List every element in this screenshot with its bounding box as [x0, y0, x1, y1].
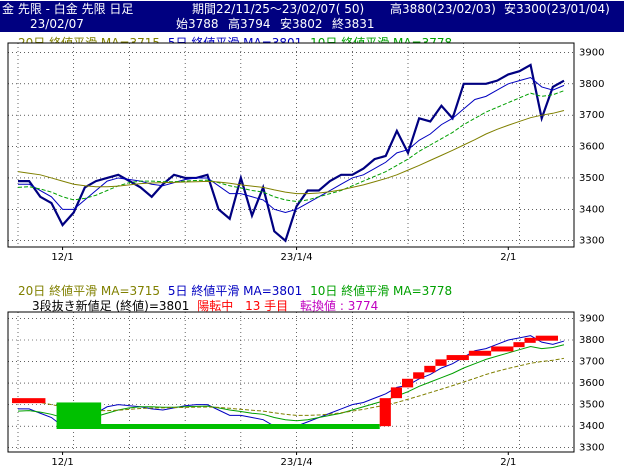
y-tick-label-0-3500: 3500 — [579, 173, 604, 184]
brick-10 — [468, 350, 492, 356]
x-tick-label-1-2: 2/1 — [500, 457, 516, 468]
brick-4 — [390, 387, 402, 399]
y-tick-label-1-3500: 3500 — [579, 400, 604, 411]
low-price: 安3802 — [280, 17, 323, 31]
y-tick-label-0-3400: 3400 — [579, 204, 604, 215]
brick-1 — [56, 402, 102, 424]
chart-header-price-row: 23/02/07 始3788 高3794 安3802 終3831 — [0, 16, 624, 32]
y-tick-label-1-3600: 3600 — [579, 378, 604, 389]
brick-9 — [446, 355, 469, 361]
y-tick-label-1-3300: 3300 — [579, 443, 604, 454]
y-tick-label-0-3600: 3600 — [579, 142, 604, 153]
x-tick-label-1-0: 12/1 — [51, 457, 73, 468]
chart-header-title-row: 金 先限 - 白金 先限 日足 期間22/11/25～23/02/07( 50)… — [0, 1, 624, 17]
close-price: 終3831 — [332, 17, 375, 31]
current-date: 23/02/07 — [30, 17, 84, 31]
sanbon-status: 陽転中 — [197, 299, 234, 313]
high-price: 高3794 — [228, 17, 271, 31]
brick-8 — [435, 359, 447, 366]
open-price: 始3788 — [176, 17, 219, 31]
series-line-0-0 — [18, 63, 565, 243]
x-tick-label-0-1: 23/1/4 — [280, 252, 312, 263]
legend-ma20-bottom: 20日 終値平滑 MA=3715 — [18, 284, 161, 298]
sanbon-info: 3段抜き新値足 (終値)=3801 陽転中 13 手目 転換値 : 3774 — [32, 299, 378, 313]
y-tick-label-0-3800: 3800 — [579, 79, 604, 90]
high-info: 高3880(23/02/03) — [390, 2, 496, 16]
x-tick-label-0-0: 12/1 — [51, 252, 73, 263]
chart-title: 金 先限 - 白金 先限 日足 — [2, 2, 134, 16]
sanbon-count: 13 手目 — [245, 299, 289, 313]
legend-ma5-bottom: 5日 終値平滑 MA=3801 — [167, 284, 303, 298]
sanbon-conversion: 転換値 : 3774 — [300, 299, 379, 313]
low-info: 安3300(23/01/04) — [504, 2, 610, 16]
period-info: 期間22/11/25～23/02/07( 50) — [192, 2, 365, 16]
y-tick-label-0-3700: 3700 — [579, 110, 604, 121]
brick-2 — [56, 424, 380, 429]
brick-6 — [413, 372, 425, 379]
y-tick-label-1-3800: 3800 — [579, 335, 604, 346]
series-line-0-3 — [17, 109, 565, 195]
brick-0 — [12, 398, 46, 404]
legend-ma10-bottom: 10日 終値平滑 MA=3778 — [310, 284, 453, 298]
series-line-0-1 — [18, 76, 565, 213]
bottom-legend: 20日 終値平滑 MA=3715 5日 終値平滑 MA=3801 10日 終値平… — [18, 284, 452, 298]
brick-11 — [491, 346, 514, 352]
y-tick-label-1-3900: 3900 — [579, 313, 604, 324]
brick-13 — [524, 337, 536, 343]
plot-area-0 — [7, 42, 575, 248]
series-line-1-2 — [17, 357, 565, 416]
y-tick-label-1-3400: 3400 — [579, 421, 604, 432]
brick-14 — [535, 335, 558, 341]
plot-area-1 — [7, 311, 575, 453]
y-tick-label-1-3700: 3700 — [579, 357, 604, 368]
y-tick-label-0-3900: 3900 — [579, 47, 604, 58]
series-line-1-1 — [17, 344, 565, 422]
series-line-0-2 — [17, 90, 565, 202]
x-tick-label-1-1: 23/1/4 — [280, 457, 312, 468]
brick-5 — [402, 378, 414, 388]
brick-3 — [379, 398, 391, 427]
brick-7 — [424, 365, 436, 373]
sanbon-label: 3段抜き新値足 (終値)=3801 — [32, 299, 190, 313]
y-tick-label-0-3300: 3300 — [579, 236, 604, 247]
x-tick-label-0-2: 2/1 — [500, 252, 516, 263]
brick-12 — [513, 342, 525, 348]
